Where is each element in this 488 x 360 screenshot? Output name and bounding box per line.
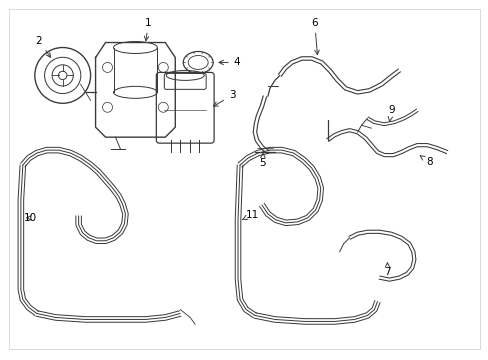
Text: 2: 2 bbox=[36, 36, 50, 57]
Text: 10: 10 bbox=[24, 213, 37, 223]
Text: 6: 6 bbox=[311, 18, 319, 55]
Text: 8: 8 bbox=[419, 156, 432, 167]
Text: 9: 9 bbox=[387, 105, 394, 121]
Text: 5: 5 bbox=[259, 153, 265, 168]
Text: 4: 4 bbox=[219, 58, 240, 67]
Text: 11: 11 bbox=[242, 210, 258, 220]
Text: 7: 7 bbox=[384, 263, 390, 276]
Text: 3: 3 bbox=[213, 90, 235, 106]
Text: 1: 1 bbox=[144, 18, 151, 41]
